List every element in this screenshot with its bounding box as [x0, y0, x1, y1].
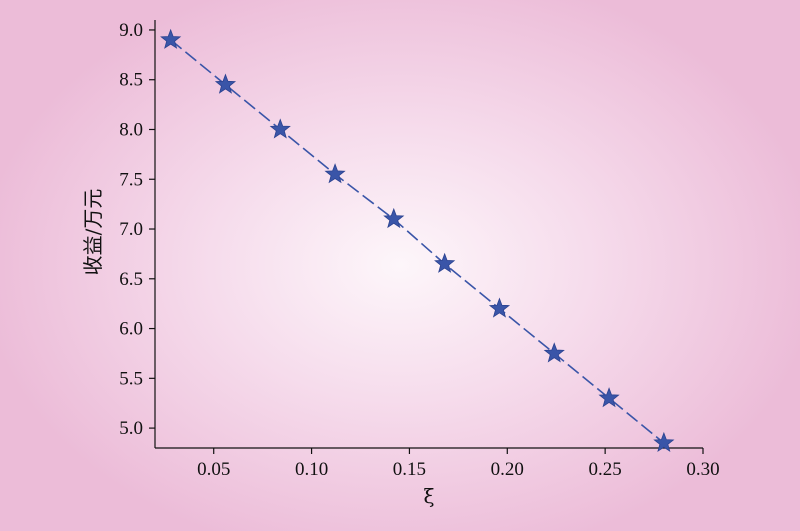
y-tick-label: 7.0 — [119, 219, 143, 240]
data-point-star — [383, 207, 405, 229]
y-tick-label: 8.5 — [119, 70, 143, 91]
y-tick-label: 8.0 — [119, 119, 143, 140]
data-point-star — [543, 342, 565, 363]
axes — [154, 20, 703, 449]
y-tick-label: 6.0 — [119, 319, 143, 340]
data-point-star — [434, 252, 456, 273]
y-tick-label: 5.0 — [119, 418, 143, 439]
data-point-star — [269, 118, 291, 139]
x-tick-label: 0.15 — [393, 459, 426, 480]
x-tick-label: 0.20 — [491, 459, 524, 480]
data-point-star — [488, 297, 511, 318]
data-point-star — [324, 163, 346, 184]
x-tick-label: 0.05 — [197, 459, 230, 480]
y-tick-label: 9.0 — [119, 20, 143, 41]
x-tick-label: 0.10 — [295, 459, 328, 480]
x-axis-title: ξ — [423, 484, 434, 508]
y-axis-title: 收益/万元 — [81, 189, 105, 276]
series-line — [170, 39, 665, 444]
data-point-star — [598, 387, 620, 408]
data-point-star — [653, 431, 675, 453]
x-tick-label: 0.30 — [686, 459, 719, 480]
data-point-star — [214, 73, 237, 94]
y-tick-label: 7.5 — [119, 169, 143, 190]
y-tick-label: 5.5 — [119, 368, 143, 389]
y-tick-label: 6.5 — [119, 269, 143, 290]
ticks: 0.05 0.10 0.15 0.20 0.25 0.30 5.0 5.5 6.0 6.5 7.0 7… — [119, 20, 719, 480]
data-point-star — [160, 28, 182, 49]
x-tick-label: 0.25 — [589, 459, 622, 480]
series-layer — [160, 28, 675, 453]
